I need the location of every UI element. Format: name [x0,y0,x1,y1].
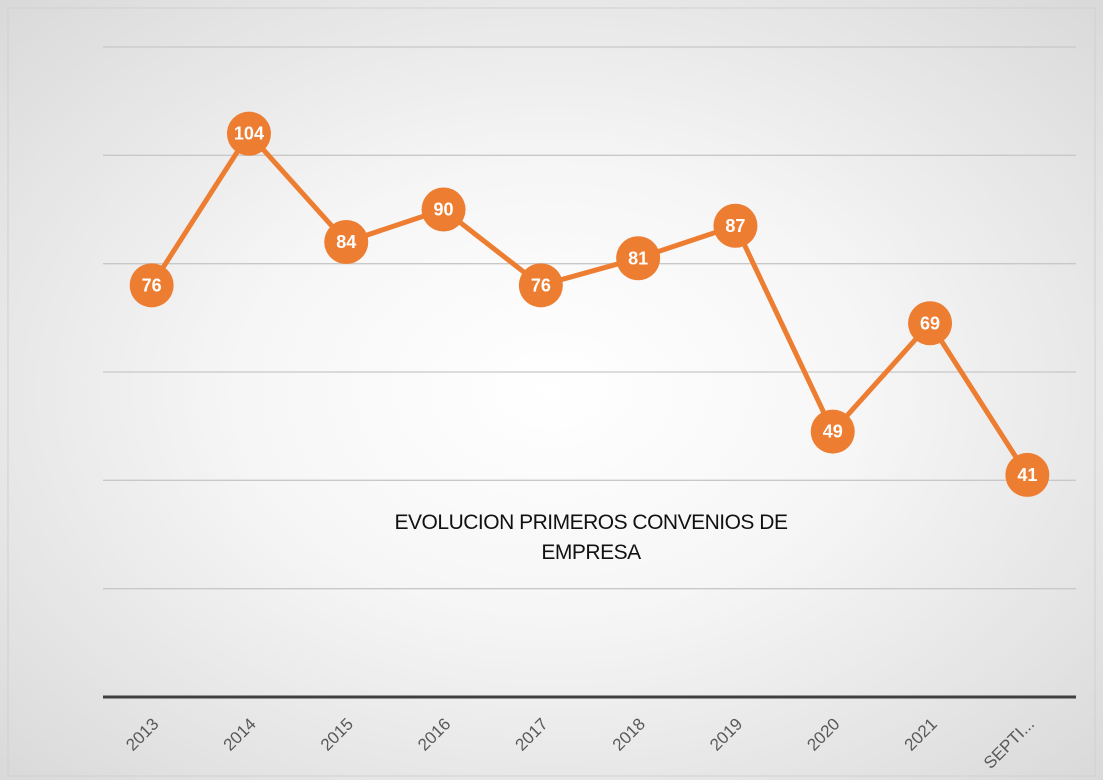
chart-title: EVOLUCION PRIMEROS CONVENIOS DE EMPRESA [394,511,788,564]
data-label: 41 [1017,465,1037,485]
x-tick-label: 2015 [317,714,357,754]
marker [810,409,855,454]
data-label: 87 [725,216,745,236]
x-tick-label: 2018 [609,714,649,754]
marker [713,203,758,248]
data-label: 104 [234,124,264,144]
data-label: 69 [920,313,940,333]
data-label: 84 [336,232,356,252]
marker [226,111,271,156]
marker [616,236,661,281]
data-label: 76 [531,275,551,295]
x-tick-label: 2020 [803,714,843,754]
x-tick-label: SEPTI... [980,714,1038,772]
data-label: 49 [823,422,843,442]
marker [908,301,953,346]
x-tick-label: 2021 [901,714,941,754]
data-label: 76 [142,275,162,295]
x-tick-label: 2017 [511,714,551,754]
x-tick-label: 2013 [122,714,162,754]
series-line [149,131,1030,477]
marker [129,263,174,308]
data-label: 81 [628,248,648,268]
marker [324,220,369,264]
marker [518,263,563,308]
x-tick-label: 2016 [414,714,454,754]
marker [1005,452,1050,497]
marker [421,187,466,232]
x-tick-label: 2014 [220,714,260,754]
data-label: 90 [434,200,454,220]
chart-border [7,7,1096,777]
x-tick-label: 2019 [706,714,746,754]
